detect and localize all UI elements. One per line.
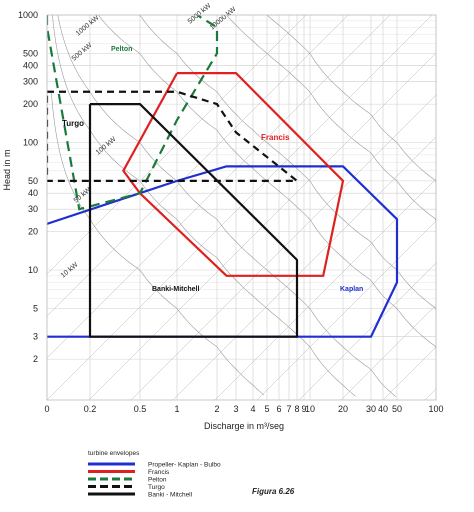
power-line bbox=[52, 15, 356, 397]
x-tick-label: 7 bbox=[286, 404, 291, 414]
y-tick-label: 400 bbox=[23, 61, 38, 71]
y-tick-label: 50 bbox=[28, 176, 38, 186]
y-tick-label: 200 bbox=[23, 99, 38, 109]
x-tick-label: 9 bbox=[301, 404, 306, 414]
envelope-label: Kaplan bbox=[340, 286, 363, 293]
y-tick-label: 40 bbox=[28, 188, 38, 198]
turbine-envelopes bbox=[47, 15, 399, 338]
diagonal-guide bbox=[130, 94, 436, 400]
x-axis-title: Discharge in m³/seg bbox=[204, 421, 284, 431]
y-axis-title: Head in m bbox=[2, 149, 12, 190]
diagonal-guide bbox=[172, 136, 436, 400]
power-line-label: 10 kW bbox=[60, 261, 80, 279]
diagonal-guide bbox=[298, 262, 436, 400]
x-tick-label: 100 bbox=[428, 404, 443, 414]
power-line bbox=[139, 15, 436, 318]
plot-frame bbox=[46, 14, 437, 401]
x-tick-label: 0.2 bbox=[84, 404, 97, 414]
x-tick-label: 10 bbox=[305, 404, 315, 414]
y-tick-label: 5 bbox=[33, 303, 38, 313]
diagonal-guide bbox=[47, 15, 349, 317]
x-tick-label: 0.5 bbox=[134, 404, 147, 414]
envelope-francis bbox=[122, 72, 345, 277]
power-line bbox=[57, 15, 397, 397]
legend-label: Banki - Mitchell bbox=[148, 492, 193, 499]
power-line bbox=[51, 91, 265, 396]
y-tick-label: 1000 bbox=[18, 10, 38, 20]
power-line bbox=[226, 15, 436, 229]
legend-label: Turgo bbox=[148, 484, 165, 491]
power-line-label: 10000 kW bbox=[209, 6, 238, 32]
y-tick-label: 100 bbox=[23, 138, 38, 148]
envelope-kaplan bbox=[47, 165, 399, 338]
envelope-label: Pelton bbox=[111, 46, 132, 53]
diagonal-guide bbox=[47, 15, 433, 400]
legend-title: turbine envelopes bbox=[88, 450, 140, 457]
x-tick-label: 40 bbox=[378, 404, 388, 414]
diagonal-guide bbox=[256, 220, 436, 400]
legend-label: Propeller- Kaplan - Bulbo bbox=[148, 462, 221, 469]
x-tick-label: 8 bbox=[294, 404, 299, 414]
x-tick-label: 5 bbox=[264, 404, 269, 414]
power-line-label: 100 kW bbox=[95, 136, 118, 157]
envelope-labels: Kaplan Francis Pelton Turgo Banki-Mitchell bbox=[62, 46, 363, 293]
x-tick-label: 3 bbox=[233, 404, 238, 414]
x-tick-label: 2 bbox=[214, 404, 219, 414]
envelope-label: Francis bbox=[261, 133, 290, 142]
y-tick-label: 2 bbox=[33, 354, 38, 364]
y-tick-label: 300 bbox=[23, 77, 38, 87]
envelope-label: Turgo bbox=[62, 119, 84, 128]
envelope-banki-mitchell bbox=[88, 103, 299, 338]
x-tick-label: 0 bbox=[44, 404, 49, 414]
x-tick-label: 6 bbox=[276, 404, 281, 414]
x-tick-label: 20 bbox=[338, 404, 348, 414]
x-tick-label: 50 bbox=[392, 404, 402, 414]
diagonal-guide bbox=[47, 15, 391, 359]
y-tick-label: 10 bbox=[28, 265, 38, 275]
legend-label: Pelton bbox=[148, 477, 167, 484]
legend: turbine envelopes Propeller- Kaplan - Bu… bbox=[88, 450, 221, 499]
diagonal-guide bbox=[382, 346, 436, 400]
diagonal-guide bbox=[340, 304, 436, 400]
y-tick-label: 3 bbox=[33, 332, 38, 342]
envelope-turgo bbox=[47, 90, 301, 182]
y-tick-label: 20 bbox=[28, 227, 38, 237]
power-line-label: 1000 kW bbox=[75, 14, 101, 37]
diagonal-guide bbox=[47, 15, 307, 275]
legend-label: Francis bbox=[148, 469, 170, 476]
grid bbox=[46, 14, 437, 400]
envelope-pelton bbox=[47, 15, 219, 211]
figure-label: Figura 6.26 bbox=[252, 487, 295, 496]
y-tick-label: 500 bbox=[23, 48, 38, 58]
power-line-label: 500 kW bbox=[71, 42, 94, 63]
x-tick-label: 30 bbox=[366, 404, 376, 414]
x-tick-label: 1 bbox=[174, 404, 179, 414]
diagonal-guide bbox=[214, 178, 436, 400]
power-line bbox=[266, 15, 436, 191]
x-tick-label: 4 bbox=[250, 404, 255, 414]
diagonal-guide bbox=[88, 52, 436, 400]
y-tick-label: 30 bbox=[28, 204, 38, 214]
diagonal-guide bbox=[424, 388, 436, 400]
envelope-label: Banki-Mitchell bbox=[152, 286, 200, 293]
